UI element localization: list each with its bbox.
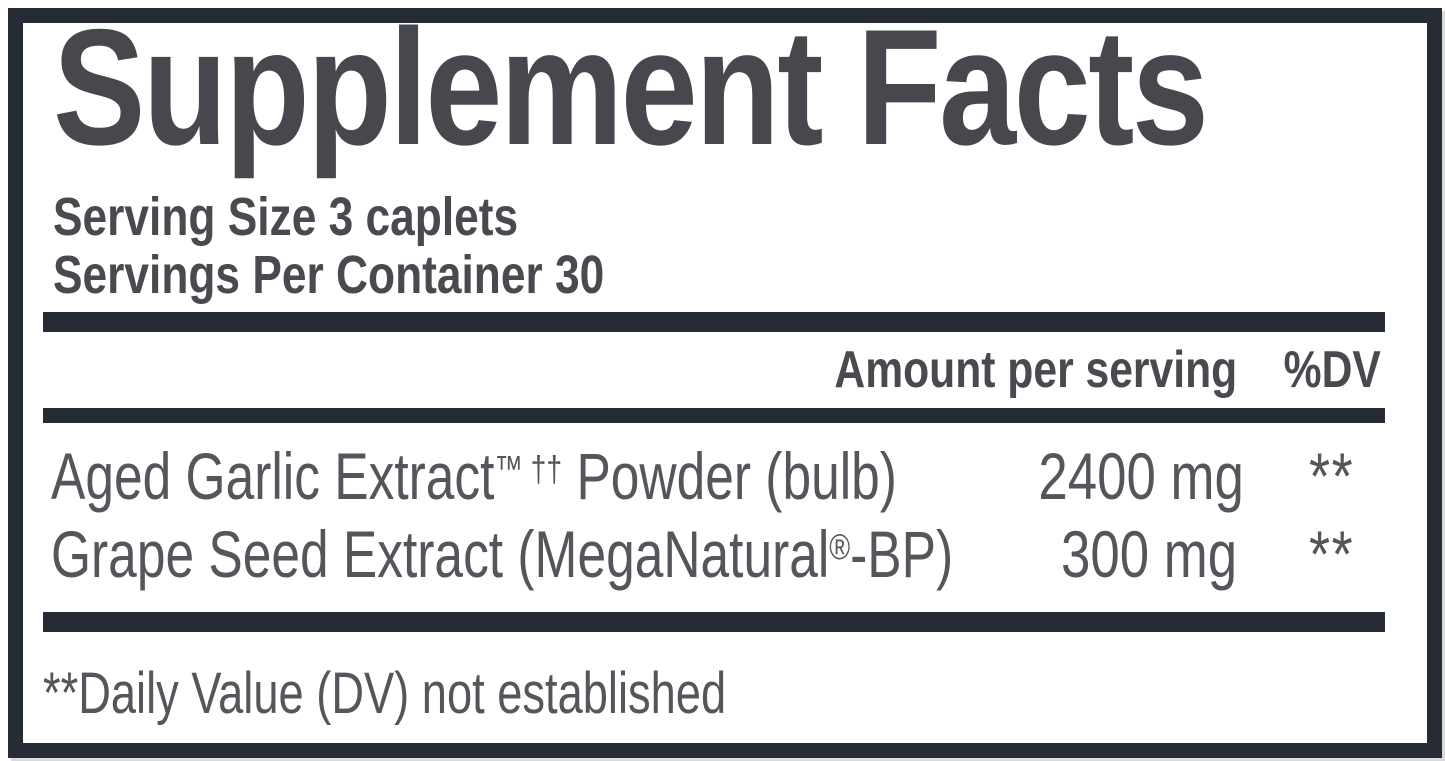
ingredient-name-suffix: Powder (bulb) xyxy=(562,439,897,514)
ingredient-name-text: Grape Seed Extract (MegaNatural xyxy=(51,517,830,592)
column-header-row: Amount per serving %DV xyxy=(43,332,1407,408)
serving-size-text: Serving Size 3 caplets xyxy=(53,187,519,248)
thick-rule-top xyxy=(43,312,1385,333)
ingredient-rows: Aged Garlic Extract™ †† Powder (bulb) 24… xyxy=(43,423,1407,593)
ingredient-dv: ** xyxy=(1309,517,1355,592)
servings-per-container-text: Servings Per Container 30 xyxy=(53,245,605,306)
panel-content: Supplement Facts Serving Size 3 caplets … xyxy=(23,0,1427,726)
ingredient-name: Grape Seed Extract (MegaNatural®-BP) xyxy=(51,516,987,592)
ingredient-name-suffix: -BP) xyxy=(850,517,954,592)
ingredient-amount: 2400 mg xyxy=(1038,439,1244,514)
ingredient-name-text: Aged Garlic Extract xyxy=(51,439,495,514)
supplement-facts-panel: Supplement Facts Serving Size 3 caplets … xyxy=(8,0,1442,758)
trademark-dagger-superscript: ™ †† xyxy=(494,448,563,490)
panel-title: Supplement Facts xyxy=(53,0,1209,179)
serving-info: Serving Size 3 caplets Servings Per Cont… xyxy=(53,188,1407,304)
servings-per-container-line: Servings Per Container 30 xyxy=(53,246,1407,304)
rule-below-header xyxy=(43,408,1385,424)
table-row: Aged Garlic Extract™ †† Powder (bulb) 24… xyxy=(43,437,1407,515)
table-row: Grape Seed Extract (MegaNatural®-BP) 300… xyxy=(43,515,1407,593)
percent-dv-header: %DV xyxy=(1283,341,1381,400)
ingredient-dv: ** xyxy=(1309,439,1355,514)
ingredient-name: Aged Garlic Extract™ †† Powder (bulb) xyxy=(51,438,987,514)
daily-value-footnote: **Daily Value (DV) not established xyxy=(43,661,727,727)
ingredient-amount: 300 mg xyxy=(1060,517,1237,592)
serving-size-line: Serving Size 3 caplets xyxy=(53,188,1407,246)
thick-rule-bottom xyxy=(43,612,1385,633)
amount-per-serving-header: Amount per serving xyxy=(834,341,1237,400)
registered-superscript: ® xyxy=(829,526,851,568)
